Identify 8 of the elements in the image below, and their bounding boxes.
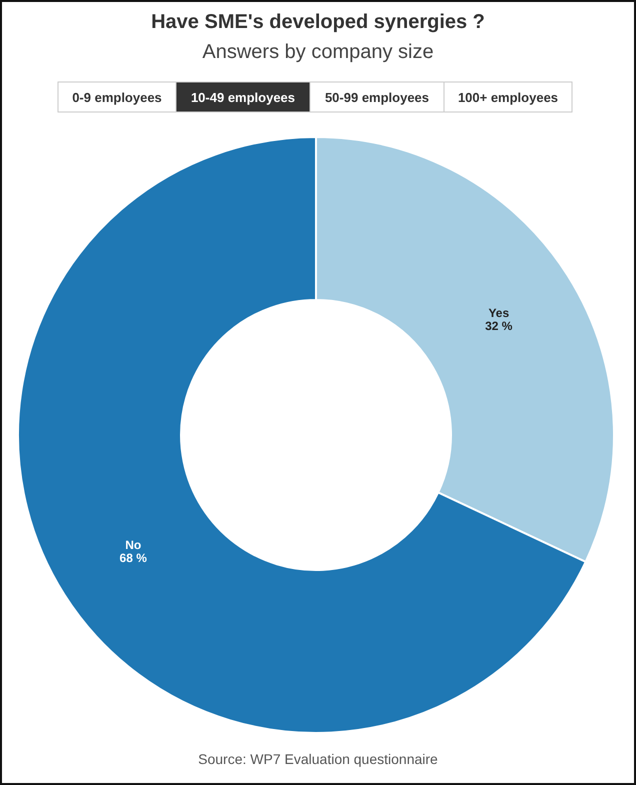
slice-label: No — [125, 538, 142, 552]
chart-title: Have SME's developed synergies ? — [151, 11, 485, 33]
data-label: 32 % — [485, 318, 513, 333]
source-note: Source: WP7 Evaluation questionnaire — [198, 751, 438, 767]
tab-buttons: 0-9 employees 10-49 employees 50-99 employees 100+ employees — [58, 82, 572, 112]
data-label: 68 % — [120, 551, 148, 566]
chart-subtitle: Answers by company size — [202, 41, 434, 63]
slice-label: Yes — [488, 306, 510, 320]
